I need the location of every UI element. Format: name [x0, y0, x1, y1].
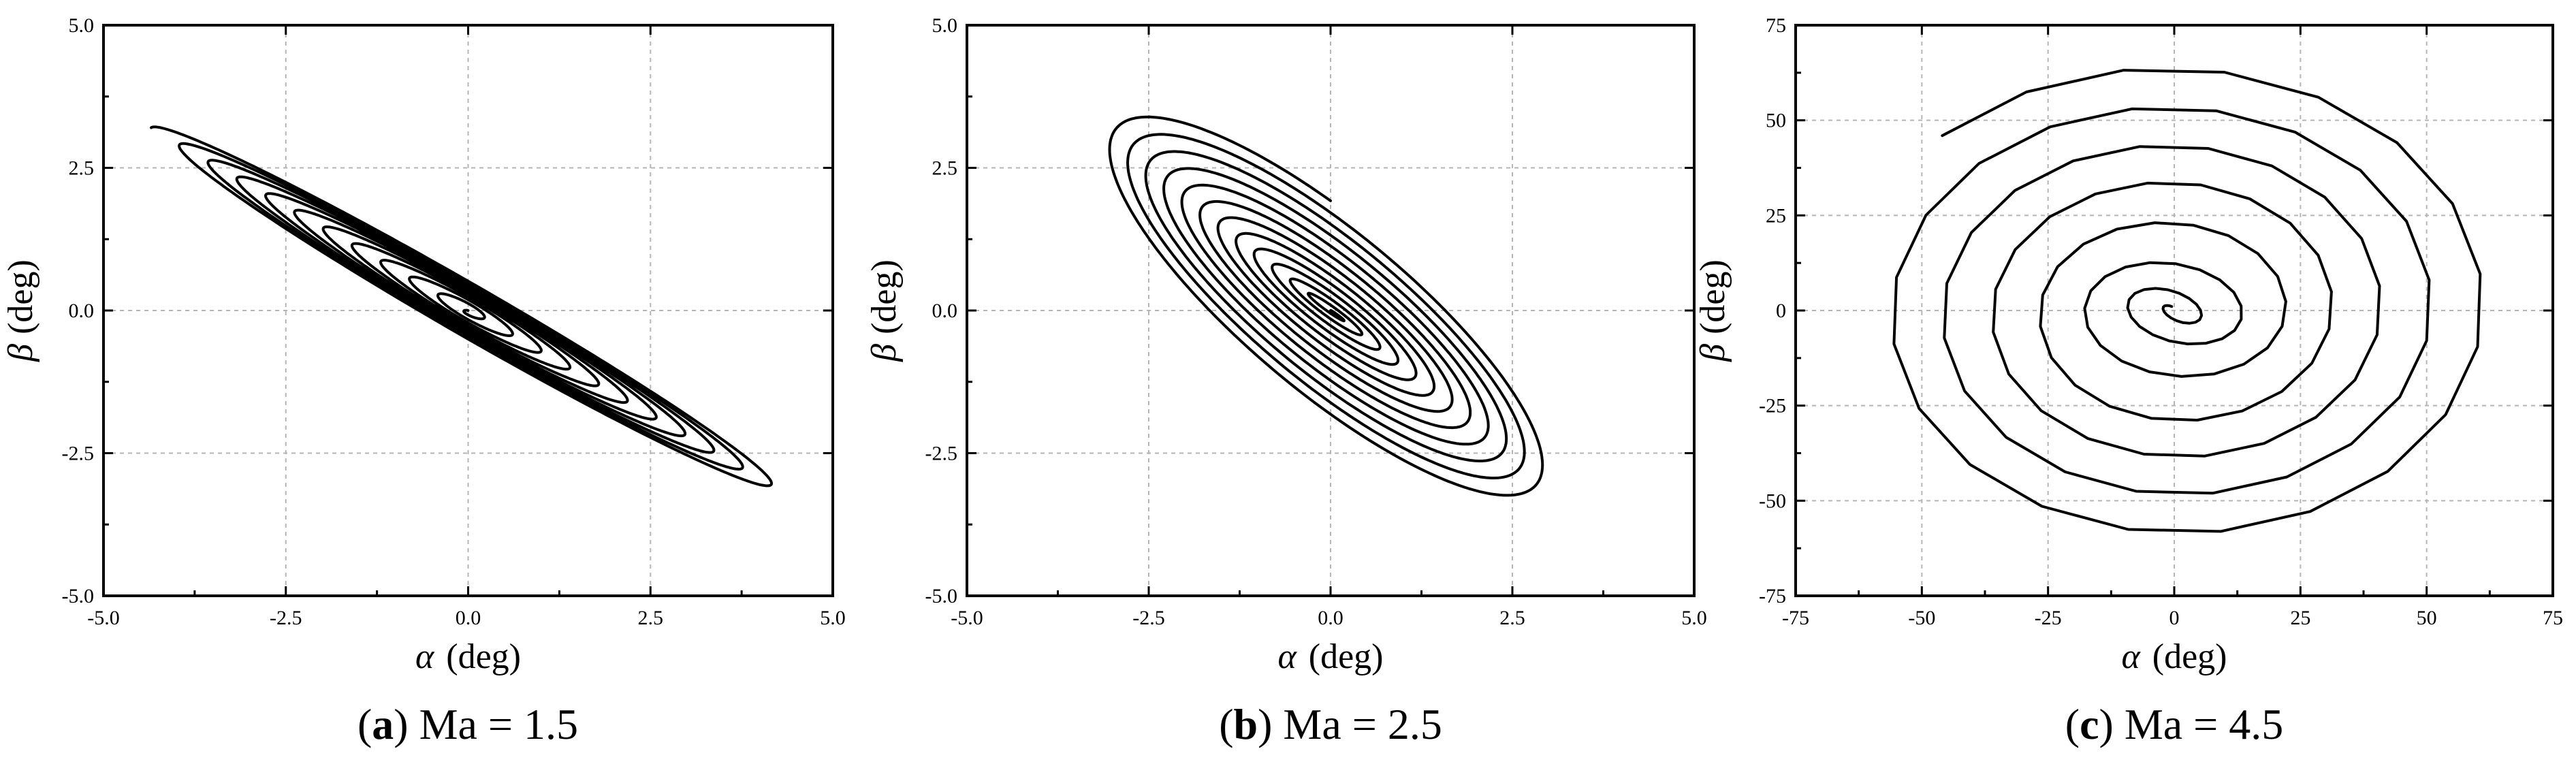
x-axis-label: α (deg)	[1277, 637, 1383, 676]
y-tick-label: -2.5	[925, 443, 958, 465]
y-axis-symbol: β	[1, 344, 40, 362]
trajectory-curve	[1892, 69, 2482, 533]
x-axis-unit: (deg)	[446, 637, 521, 676]
y-tick-label: -50	[1759, 490, 1786, 512]
caption-letter: c	[2080, 700, 2099, 748]
y-tick-label: -2.5	[62, 443, 95, 465]
x-tick-label: -5.0	[87, 607, 120, 629]
trajectory-curve	[150, 125, 773, 488]
x-tick-label: -50	[1908, 607, 1935, 629]
y-tick-label: -5.0	[62, 585, 95, 607]
panel-caption: (c) Ma = 4.5	[2065, 700, 2283, 748]
y-tick-label: 50	[1766, 110, 1786, 132]
y-tick-label: -75	[1759, 585, 1786, 607]
x-tick-label: 0	[2169, 607, 2180, 629]
y-tick-label: 2.5	[932, 157, 958, 180]
caption-letter: b	[1234, 700, 1258, 748]
y-axis-label: β (deg)	[1694, 259, 1732, 362]
y-tick-label: 0.0	[69, 300, 95, 322]
y-tick-label: 5.0	[69, 14, 95, 37]
y-tick-label: -5.0	[925, 585, 958, 607]
x-tick-label: 2.5	[1499, 607, 1525, 629]
panel-caption: (a) Ma = 1.5	[357, 700, 578, 748]
panel-a: -5.0 -2.5 0.0 2.5 5.0 -5.0 -2.5 0.0 2.5 5.0 α (deg)…	[1, 14, 846, 748]
x-tick-label: 50	[2417, 607, 2437, 629]
trajectory-curve	[1108, 115, 1544, 497]
y-axis-symbol: β	[865, 344, 904, 362]
x-tick-label: -75	[1782, 607, 1809, 629]
y-tick-label: 5.0	[932, 14, 958, 37]
x-tick-label: 2.5	[638, 607, 664, 629]
x-tick-label: -2.5	[270, 607, 302, 629]
x-tick-label: 0.0	[1318, 607, 1343, 629]
caption-text: Ma = 2.5	[1283, 700, 1442, 748]
x-axis-symbol: α	[1277, 637, 1297, 676]
caption-close-paren: )	[2099, 700, 2125, 748]
panel-c: -75 -50 -25 0 25 50 75 -75 -50 -25 0 25 50 75 α (deg) β (…	[1694, 14, 2563, 748]
x-axis-unit: (deg)	[1309, 637, 1384, 676]
caption-letter: a	[372, 700, 394, 748]
caption-close-paren: )	[394, 700, 419, 748]
x-axis-symbol: α	[415, 637, 435, 676]
y-axis-unit: (deg)	[1, 259, 40, 334]
y-axis-unit: (deg)	[865, 259, 904, 334]
x-tick-label: 75	[2543, 607, 2563, 629]
x-tick-label: -5.0	[951, 607, 983, 629]
y-tick-label: 0	[1776, 300, 1786, 322]
caption-text: Ma = 4.5	[2125, 700, 2283, 748]
x-tick-label: 5.0	[820, 607, 846, 629]
x-axis-symbol: α	[2121, 637, 2141, 676]
y-axis-label: β (deg)	[1, 259, 40, 362]
caption-open-paren: (	[1219, 700, 1233, 748]
y-axis-symbol: β	[1694, 344, 1732, 362]
caption-open-paren: (	[2065, 700, 2080, 748]
y-tick-label: 25	[1766, 204, 1786, 227]
x-tick-label: 5.0	[1681, 607, 1707, 629]
y-axis-unit: (deg)	[1694, 259, 1732, 334]
panel-caption: (b) Ma = 2.5	[1219, 700, 1442, 748]
caption-open-paren: (	[357, 700, 372, 748]
y-tick-label: -25	[1759, 395, 1786, 417]
caption-text: Ma = 1.5	[419, 700, 578, 748]
panel-b: -5.0 -2.5 0.0 2.5 5.0 -5.0 -2.5 0.0 2.5 5.0 α (deg)…	[865, 14, 1707, 748]
y-tick-label: 2.5	[69, 157, 95, 180]
x-axis-label: α (deg)	[2121, 637, 2227, 676]
y-axis-label: β (deg)	[865, 259, 904, 362]
x-tick-label: -25	[2035, 607, 2062, 629]
x-tick-label: 25	[2290, 607, 2310, 629]
x-axis-label: α (deg)	[415, 637, 521, 676]
x-tick-label: -2.5	[1132, 607, 1165, 629]
y-tick-label: 75	[1766, 14, 1786, 37]
x-axis-unit: (deg)	[2152, 637, 2227, 676]
x-tick-label: 0.0	[456, 607, 481, 629]
y-tick-label: 0.0	[932, 300, 958, 322]
caption-close-paren: )	[1258, 700, 1283, 748]
